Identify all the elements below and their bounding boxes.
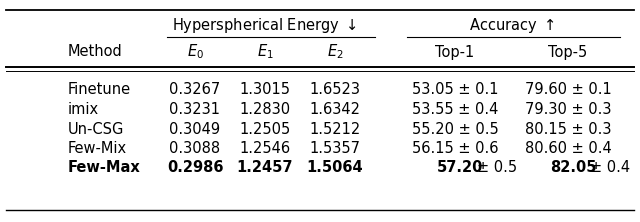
Text: Few-Max: Few-Max xyxy=(68,161,141,176)
Text: 1.5064: 1.5064 xyxy=(307,161,364,176)
Text: $E_2$: $E_2$ xyxy=(326,43,343,61)
Text: 0.2986: 0.2986 xyxy=(167,161,223,176)
Text: 57.20: 57.20 xyxy=(437,161,483,176)
Text: 1.6523: 1.6523 xyxy=(310,83,360,97)
Text: 0.3231: 0.3231 xyxy=(170,102,221,117)
Text: 56.15 ± 0.6: 56.15 ± 0.6 xyxy=(412,141,499,156)
Text: 1.2546: 1.2546 xyxy=(239,141,291,156)
Text: 80.60 ± 0.4: 80.60 ± 0.4 xyxy=(525,141,611,156)
Text: 53.55 ± 0.4: 53.55 ± 0.4 xyxy=(412,102,498,117)
Text: 1.5212: 1.5212 xyxy=(309,121,360,137)
Text: 1.3015: 1.3015 xyxy=(239,83,291,97)
Text: 0.3049: 0.3049 xyxy=(170,121,221,137)
Text: 1.6342: 1.6342 xyxy=(310,102,360,117)
Text: ± 0.4: ± 0.4 xyxy=(590,161,630,176)
Text: 0.3267: 0.3267 xyxy=(170,83,221,97)
Text: $E_1$: $E_1$ xyxy=(257,43,273,61)
Text: Accuracy $\uparrow$: Accuracy $\uparrow$ xyxy=(468,16,554,36)
Text: Top-1: Top-1 xyxy=(435,44,475,59)
Text: 0.3088: 0.3088 xyxy=(170,141,221,156)
Text: Hyperspherical Energy $\downarrow$: Hyperspherical Energy $\downarrow$ xyxy=(172,16,358,36)
Text: 1.2505: 1.2505 xyxy=(239,121,291,137)
Text: Finetune: Finetune xyxy=(68,83,131,97)
Text: 1.2457: 1.2457 xyxy=(237,161,293,176)
Text: $E_0$: $E_0$ xyxy=(186,43,204,61)
Text: 80.15 ± 0.3: 80.15 ± 0.3 xyxy=(525,121,611,137)
Text: Method: Method xyxy=(68,44,123,59)
Text: 1.2830: 1.2830 xyxy=(239,102,291,117)
Text: imix: imix xyxy=(68,102,99,117)
Text: 55.20 ± 0.5: 55.20 ± 0.5 xyxy=(412,121,499,137)
Text: Un-CSG: Un-CSG xyxy=(68,121,124,137)
Text: 79.60 ± 0.1: 79.60 ± 0.1 xyxy=(525,83,611,97)
Text: 1.5357: 1.5357 xyxy=(310,141,360,156)
Text: Top-5: Top-5 xyxy=(548,44,588,59)
Text: ± 0.5: ± 0.5 xyxy=(477,161,517,176)
Text: 79.30 ± 0.3: 79.30 ± 0.3 xyxy=(525,102,611,117)
Text: Few-Mix: Few-Mix xyxy=(68,141,127,156)
Text: 82.05: 82.05 xyxy=(550,161,596,176)
Text: 53.05 ± 0.1: 53.05 ± 0.1 xyxy=(412,83,499,97)
